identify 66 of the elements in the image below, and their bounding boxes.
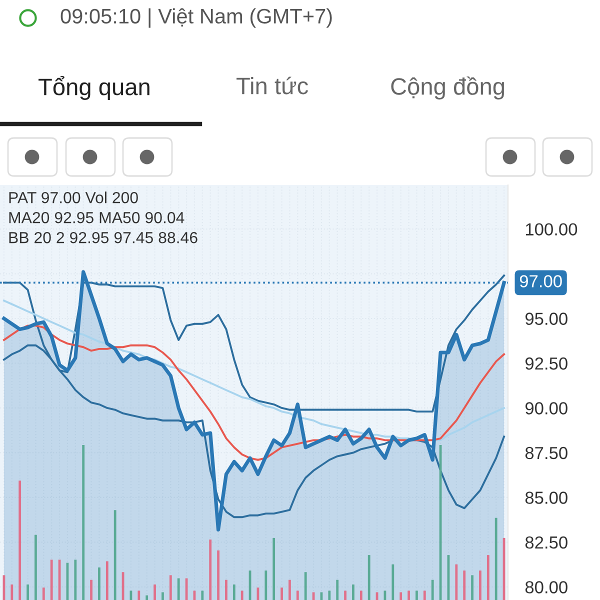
y-tick-label: 95.00 (525, 312, 568, 325)
ref-line-label: 97.00 (520, 275, 562, 288)
bar (296, 590, 299, 600)
text: Cộng đồng (391, 76, 504, 100)
bar (272, 538, 276, 600)
y-tick-label: 82.50 (525, 536, 568, 549)
annotation: BB 20 2 92.95 97.45 88.46 (9, 232, 198, 244)
bar (74, 560, 77, 600)
bar (232, 584, 236, 600)
text: Tin tức (236, 76, 308, 94)
bar (463, 570, 466, 600)
bar (328, 590, 331, 600)
bar (138, 590, 140, 600)
bar (90, 580, 92, 600)
bar (162, 592, 164, 600)
bar (240, 590, 244, 600)
bar (400, 592, 402, 600)
bar (360, 590, 362, 600)
bar (50, 560, 53, 600)
bar (336, 580, 339, 600)
bar (169, 575, 172, 600)
bar (10, 584, 14, 600)
annotation: MA20 92.95 MA50 90.04 (9, 212, 184, 224)
y-tick-label: 90.00 (525, 402, 568, 414)
bar (431, 580, 434, 600)
bar (344, 590, 346, 600)
bar (217, 550, 220, 600)
bar (471, 575, 474, 600)
bar (288, 580, 291, 600)
text: Tổng quan (38, 76, 150, 100)
bar (201, 590, 204, 600)
bar (82, 445, 85, 600)
bar (304, 572, 307, 600)
annotation: PAT 97.00 Vol 200 (9, 192, 138, 204)
y-tick-label: 100.00 (526, 223, 578, 236)
chart-title: 09:05:10 | Việt Nam (GMT+7) (60, 8, 332, 28)
bar (177, 578, 180, 600)
bar (416, 590, 418, 600)
bar (494, 518, 498, 600)
y-tick-label: 92.50 (525, 357, 568, 370)
bar (423, 590, 426, 600)
bar (106, 561, 108, 600)
bar (455, 564, 458, 600)
bar (42, 588, 45, 600)
bar (26, 584, 29, 600)
bar (486, 555, 490, 600)
bar (225, 580, 228, 600)
bar (209, 540, 212, 600)
y-tick-label: 87.50 (525, 446, 568, 460)
y-tick-label: 80.00 (525, 581, 568, 594)
bar (479, 570, 482, 600)
bar (114, 510, 116, 600)
bar (154, 584, 156, 600)
bar (264, 570, 268, 600)
bar (368, 555, 370, 600)
bar (352, 584, 354, 600)
line-series (2, 300, 506, 442)
bar (280, 588, 283, 600)
y-tick-label: 85.00 (525, 492, 568, 504)
bar (408, 590, 410, 600)
bar (18, 480, 22, 600)
bar (98, 567, 100, 600)
line-series (2, 324, 506, 461)
bar (392, 564, 394, 600)
bar (146, 595, 148, 600)
bar (34, 534, 37, 600)
